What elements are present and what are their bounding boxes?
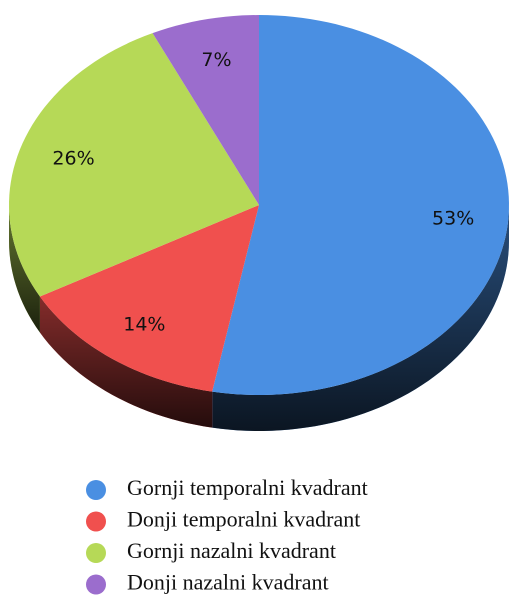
legend-label: Donji temporalni kvadrant [127,507,360,532]
slice [212,15,509,395]
slice [39,205,260,392]
legend-marker [86,574,106,595]
slice [152,15,259,205]
data-label: 53% [432,207,474,229]
data-label: 26% [52,148,94,170]
legend-label: Donji nazalni kvadrant [127,570,329,595]
slice [9,33,260,297]
slice-side-shade [9,205,40,333]
legend-label: Gornji nazalni kvadrant [127,538,336,563]
data-label: 14% [123,313,165,335]
slice-side-shade [39,296,213,428]
legend-marker [86,511,106,532]
legend-marker [86,543,106,563]
legend-marker [86,480,106,500]
slice-side-shade [212,205,509,431]
data-label: 7% [201,49,231,71]
legend-label: Gornji temporalni kvadrant [127,475,368,500]
